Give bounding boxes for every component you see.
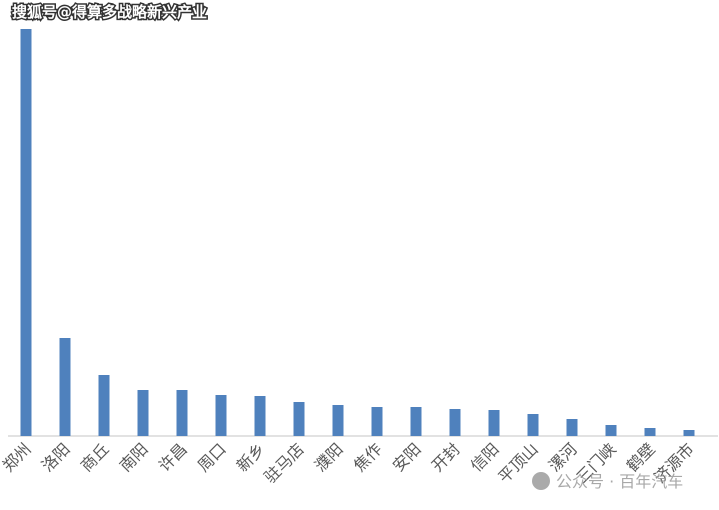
x-tick-label: 商丘 <box>77 439 113 475</box>
bar <box>449 409 461 436</box>
bar <box>683 430 695 436</box>
bar <box>410 407 422 436</box>
bar <box>137 390 149 436</box>
x-tick-label: 郑州 <box>0 439 35 475</box>
watermark-icon <box>532 472 550 490</box>
watermark: 公众号 · 百年汽车 <box>556 472 683 491</box>
bar <box>254 396 266 436</box>
bar <box>332 405 344 436</box>
bar <box>20 29 32 436</box>
x-tick-label: 驻马店 <box>260 439 307 486</box>
x-tick-label: 许昌 <box>155 439 191 475</box>
x-tick-label: 焦作 <box>350 439 386 475</box>
watermark-group: 公众号 · 百年汽车 <box>532 472 683 491</box>
bar <box>566 419 578 436</box>
x-tick-label: 南阳 <box>116 439 152 475</box>
bar <box>59 338 71 436</box>
bar <box>293 402 305 436</box>
bar <box>176 390 188 436</box>
x-tick-label: 洛阳 <box>38 439 74 475</box>
bar <box>98 375 110 436</box>
bar <box>527 414 539 436</box>
x-tick-label: 开封 <box>428 439 464 475</box>
x-tick-label: 濮阳 <box>311 439 347 475</box>
bar <box>644 428 656 436</box>
chart-title: 搜狐号@得算多战略新兴产业 <box>12 3 207 21</box>
bar <box>215 395 227 436</box>
bar <box>488 410 500 436</box>
bar <box>605 425 617 436</box>
x-tick-label: 安阳 <box>389 439 425 475</box>
bar <box>371 407 383 436</box>
x-tick-label: 周口 <box>194 439 230 475</box>
